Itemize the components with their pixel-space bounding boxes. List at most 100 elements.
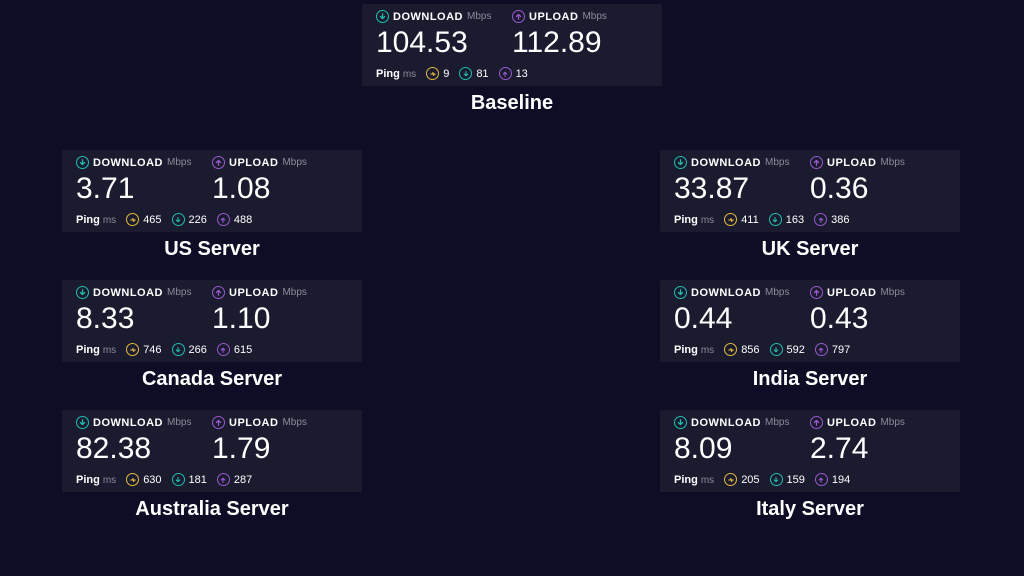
download-arrow-icon [674, 416, 687, 429]
upload-unit: Mbps [880, 417, 904, 428]
download-label: DOWNLOAD [691, 287, 761, 299]
metrics-row: DOWNLOAD Mbps 0.44 UPLOAD Mbps 0.43 [674, 286, 946, 337]
ping-down-icon [172, 213, 185, 226]
download-metric: DOWNLOAD Mbps 8.09 [674, 416, 810, 467]
ping-download: 159 [770, 473, 805, 486]
speedtest-block-canada: DOWNLOAD Mbps 8.33 UPLOAD Mbps 1.10 Ping… [62, 280, 362, 391]
download-unit: Mbps [765, 417, 789, 428]
ping-down-value: 266 [189, 344, 207, 356]
server-title: Baseline [471, 92, 553, 115]
ping-down-icon [172, 473, 185, 486]
download-metric: DOWNLOAD Mbps 3.71 [76, 156, 212, 207]
server-title: US Server [164, 238, 260, 261]
download-arrow-icon [76, 156, 89, 169]
ping-label: Ping [76, 214, 100, 226]
ping-download: 226 [172, 213, 207, 226]
ping-label-group: Pingms [76, 474, 116, 486]
download-header: DOWNLOAD Mbps [76, 416, 212, 429]
speedtest-block-india: DOWNLOAD Mbps 0.44 UPLOAD Mbps 0.43 Ping… [660, 280, 960, 391]
ping-unit: ms [103, 215, 116, 226]
upload-arrow-icon [212, 156, 225, 169]
upload-label: UPLOAD [229, 287, 278, 299]
ping-upload: 797 [815, 343, 850, 356]
ping-label-group: Pingms [76, 344, 116, 356]
ping-label: Ping [674, 214, 698, 226]
upload-arrow-icon [810, 416, 823, 429]
ping-up-value: 488 [234, 214, 252, 226]
download-header: DOWNLOAD Mbps [76, 286, 212, 299]
ping-up-icon [217, 213, 230, 226]
upload-label: UPLOAD [229, 417, 278, 429]
ping-row: Pingms 205 159 194 [674, 473, 946, 486]
upload-label: UPLOAD [827, 287, 876, 299]
ping-latency-value: 856 [741, 344, 759, 356]
upload-metric: UPLOAD Mbps 1.79 [212, 416, 348, 467]
speedtest-block-australia: DOWNLOAD Mbps 82.38 UPLOAD Mbps 1.79 Pin… [62, 410, 362, 521]
upload-unit: Mbps [282, 287, 306, 298]
download-header: DOWNLOAD Mbps [674, 416, 810, 429]
ping-label: Ping [376, 68, 400, 80]
ping-upload: 13 [499, 67, 528, 80]
download-arrow-icon [674, 156, 687, 169]
server-title: Australia Server [135, 498, 288, 521]
latency-icon [126, 213, 139, 226]
upload-arrow-icon [212, 286, 225, 299]
ping-label: Ping [76, 344, 100, 356]
upload-value: 0.43 [810, 301, 946, 337]
upload-header: UPLOAD Mbps [810, 286, 946, 299]
ping-download: 266 [172, 343, 207, 356]
download-metric: DOWNLOAD Mbps 82.38 [76, 416, 212, 467]
metrics-row: DOWNLOAD Mbps 33.87 UPLOAD Mbps 0.36 [674, 156, 946, 207]
ping-label: Ping [674, 474, 698, 486]
upload-value: 1.08 [212, 171, 348, 207]
speedtest-card: DOWNLOAD Mbps 82.38 UPLOAD Mbps 1.79 Pin… [62, 410, 362, 492]
ping-down-value: 226 [189, 214, 207, 226]
ping-down-icon [770, 473, 783, 486]
ping-up-icon [499, 67, 512, 80]
ping-row: Pingms 856 592 797 [674, 343, 946, 356]
upload-label: UPLOAD [827, 157, 876, 169]
ping-up-value: 615 [234, 344, 252, 356]
server-title: Canada Server [142, 368, 282, 391]
speedtest-card: DOWNLOAD Mbps 8.09 UPLOAD Mbps 2.74 Ping… [660, 410, 960, 492]
ping-down-icon [172, 343, 185, 356]
ping-unit: ms [103, 475, 116, 486]
ping-label: Ping [674, 344, 698, 356]
download-header: DOWNLOAD Mbps [674, 156, 810, 169]
ping-down-icon [459, 67, 472, 80]
ping-up-value: 797 [832, 344, 850, 356]
speedtest-block-italy: DOWNLOAD Mbps 8.09 UPLOAD Mbps 2.74 Ping… [660, 410, 960, 521]
ping-upload: 615 [217, 343, 252, 356]
ping-upload: 194 [815, 473, 850, 486]
upload-metric: UPLOAD Mbps 1.10 [212, 286, 348, 337]
upload-metric: UPLOAD Mbps 0.43 [810, 286, 946, 337]
ping-latency: 856 [724, 343, 759, 356]
ping-row: Pingms 9 81 13 [376, 67, 648, 80]
ping-download: 181 [172, 473, 207, 486]
latency-icon [426, 67, 439, 80]
metrics-row: DOWNLOAD Mbps 8.09 UPLOAD Mbps 2.74 [674, 416, 946, 467]
speedtest-card: DOWNLOAD Mbps 104.53 UPLOAD Mbps 112.89 … [362, 4, 662, 86]
ping-unit: ms [701, 345, 714, 356]
upload-header: UPLOAD Mbps [212, 416, 348, 429]
upload-unit: Mbps [880, 157, 904, 168]
upload-unit: Mbps [282, 417, 306, 428]
upload-arrow-icon [212, 416, 225, 429]
download-unit: Mbps [467, 11, 491, 22]
upload-unit: Mbps [282, 157, 306, 168]
upload-header: UPLOAD Mbps [212, 286, 348, 299]
download-unit: Mbps [167, 157, 191, 168]
metrics-row: DOWNLOAD Mbps 8.33 UPLOAD Mbps 1.10 [76, 286, 348, 337]
speedtest-card: DOWNLOAD Mbps 3.71 UPLOAD Mbps 1.08 Ping… [62, 150, 362, 232]
upload-value: 2.74 [810, 431, 946, 467]
upload-arrow-icon [810, 156, 823, 169]
latency-icon [126, 473, 139, 486]
ping-up-icon [815, 473, 828, 486]
upload-header: UPLOAD Mbps [512, 10, 648, 23]
ping-unit: ms [403, 69, 416, 80]
upload-header: UPLOAD Mbps [212, 156, 348, 169]
upload-header: UPLOAD Mbps [810, 416, 946, 429]
ping-unit: ms [701, 215, 714, 226]
download-value: 8.33 [76, 301, 212, 337]
ping-up-icon [217, 343, 230, 356]
